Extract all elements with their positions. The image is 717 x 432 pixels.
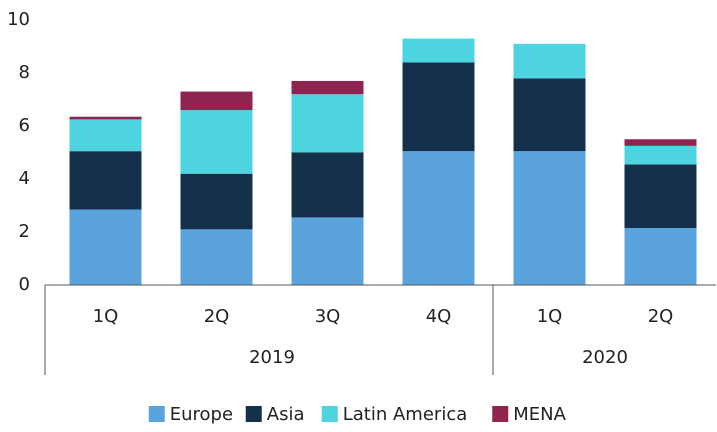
y-tick-label: 2 — [19, 221, 30, 242]
legend-label: MENA — [513, 404, 566, 425]
bar-segment — [402, 38, 475, 63]
legend-swatch — [492, 406, 509, 422]
bar-segment — [291, 80, 364, 95]
bar-segment — [180, 173, 253, 230]
bar-segment — [513, 78, 586, 152]
y-tick-label: 6 — [19, 115, 30, 136]
x-tick-label: 1Q — [537, 306, 563, 327]
legend-swatch — [148, 406, 165, 422]
bar-segment — [291, 94, 364, 153]
bar-segment — [180, 91, 253, 111]
bar-segment — [69, 209, 142, 285]
x-tick-label: 2Q — [648, 306, 674, 327]
legend-label: Asia — [267, 404, 305, 425]
bar-segment — [624, 228, 697, 285]
x-tick-label: 1Q — [93, 306, 119, 327]
bar-segment — [513, 43, 586, 79]
bar-segment — [513, 151, 586, 285]
bar-segment — [624, 164, 697, 229]
bar-segment — [180, 110, 253, 174]
group-label: 2019 — [249, 347, 295, 368]
legend-label: Latin America — [343, 404, 468, 425]
group-label: 2020 — [582, 347, 628, 368]
bar-segment — [402, 151, 475, 285]
bar-segment — [624, 139, 697, 146]
bar-segment — [69, 116, 142, 120]
y-tick-label: 4 — [19, 168, 30, 189]
y-tick-label: 0 — [19, 274, 30, 295]
legend-swatch — [245, 406, 262, 422]
x-tick-label: 4Q — [426, 306, 452, 327]
bar-segment — [180, 229, 253, 285]
bar-segment — [402, 62, 475, 152]
y-tick-label: 10 — [7, 9, 30, 30]
bar-segment — [69, 151, 142, 210]
bar-segment — [291, 152, 364, 218]
bar-segment — [624, 145, 697, 165]
legend-label: Europe — [170, 404, 233, 425]
bar-segment — [291, 217, 364, 285]
x-tick-label: 2Q — [204, 306, 230, 327]
x-tick-label: 3Q — [315, 306, 341, 327]
bar-segment — [69, 119, 142, 152]
legend-swatch — [321, 406, 338, 422]
y-tick-label: 8 — [19, 62, 30, 83]
